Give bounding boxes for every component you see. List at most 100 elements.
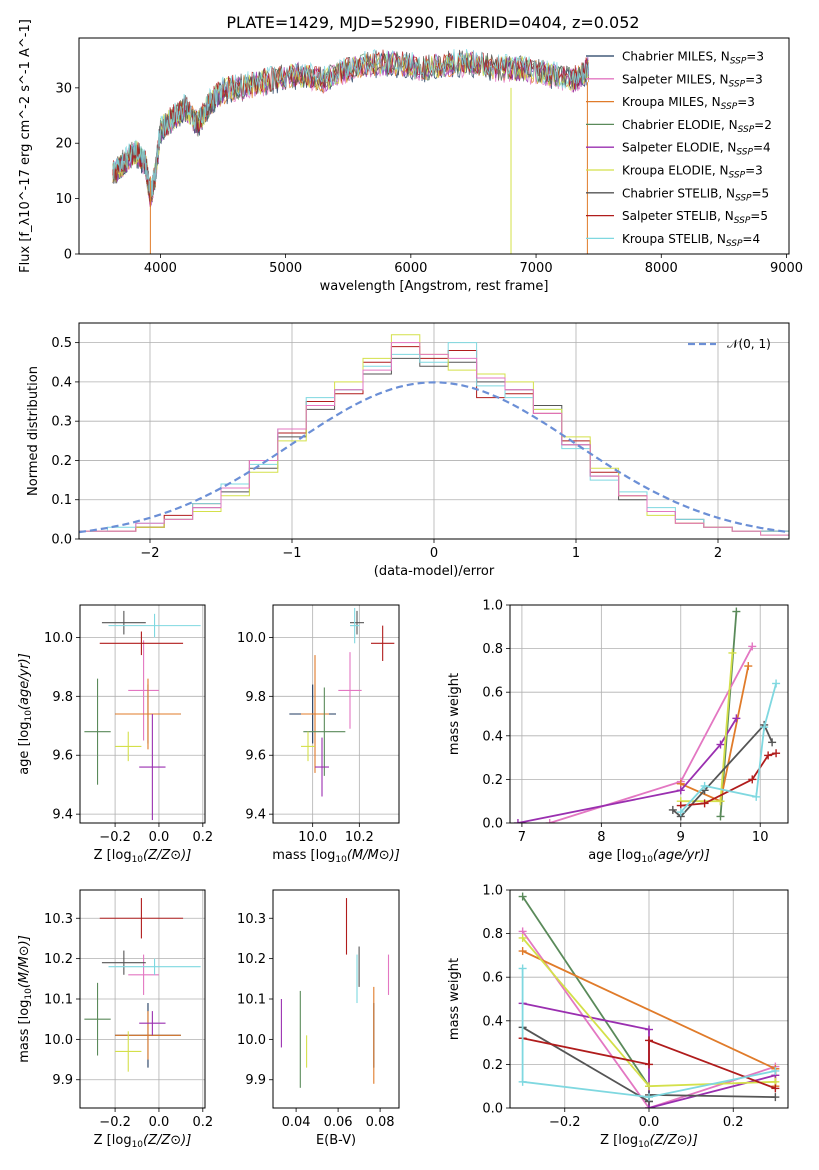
- age-vs-Z-xtick-label: 0.2: [192, 830, 213, 845]
- legend-label: Kroupa MILES, NSSP=3: [622, 95, 755, 112]
- age-vs-Z-ytick-label: 10.0: [44, 631, 73, 646]
- mass-vs-Z-ytick-label: 10.2: [44, 952, 73, 967]
- mass-vs-Z-xtick-label: −0.2: [99, 1115, 131, 1130]
- spectrum-xtick-label: 4000: [144, 261, 177, 276]
- legend-label: 𝒩(0, 1): [727, 337, 771, 351]
- age-vs-mass-ytick-label: 9.8: [245, 690, 266, 705]
- mass-vs-ebv-ytick-label: 10.2: [237, 952, 266, 967]
- spectrum-ytick-label: 10: [55, 192, 72, 207]
- age-vs-Z-ytick-label: 9.4: [52, 808, 73, 823]
- spectrum-series-line: [112, 48, 589, 201]
- spectrum-xtick-label: 8000: [645, 261, 678, 276]
- residuals-ytick-label: 0.3: [51, 415, 72, 430]
- age-vs-mass-xtick-label: 10.0: [298, 830, 327, 845]
- weight-series-line: [719, 611, 738, 817]
- spectrum-ytick-label: 0: [64, 248, 72, 263]
- age-vs-Z-xtick-label: 0.0: [149, 830, 170, 845]
- massweight-vs-Z-frame: [509, 889, 789, 1109]
- age-vs-mass-xtick-label: 10.2: [345, 830, 374, 845]
- mass-vs-Z-ytick-label: 9.9: [52, 1073, 73, 1088]
- age-vs-Z-xtick-label: −0.2: [99, 830, 131, 845]
- age-vs-mass-ytick-label: 9.6: [245, 749, 266, 764]
- spectrum-ytick-label: 20: [55, 137, 72, 152]
- residuals-ytick-label: 0.1: [51, 493, 72, 508]
- massweight-vs-age-ytick-label: 0.8: [482, 642, 503, 657]
- age-vs-mass-xlabel: mass [log10(M/M⊙)]: [272, 848, 400, 865]
- residuals-plot-area: [79, 334, 789, 539]
- legend-label: Chabrier STELIB, NSSP=5: [622, 186, 769, 203]
- residuals-xlabel: (data-model)/error: [374, 564, 495, 579]
- massweight-vs-age-plot-area: [513, 607, 781, 823]
- massweight-vs-Z-ytick-label: 0.4: [482, 1014, 503, 1029]
- figure-title: PLATE=1429, MJD=52990, FIBERID=0404, z=0…: [226, 13, 639, 32]
- mass-vs-ebv-ytick-label: 10.1: [237, 993, 266, 1008]
- massweight-vs-Z-xtick-label: −0.2: [549, 1115, 581, 1130]
- mass-vs-ebv-xlabel: E(B-V): [316, 1133, 356, 1148]
- age-vs-Z-ytick-label: 9.6: [52, 749, 73, 764]
- legend-label: Kroupa STELIB, NSSP=4: [622, 232, 760, 249]
- spectrum-xlabel: wavelength [Angstrom, rest frame]: [320, 279, 549, 294]
- residuals-xtick-label: −1: [282, 546, 301, 561]
- mass-vs-Z-xlabel: Z [log10(Z/Z⊙)]: [94, 1133, 192, 1150]
- massweight-vs-Z-ytick-label: 0.2: [482, 1058, 503, 1073]
- age-vs-mass-frame: [272, 604, 400, 824]
- legend-label: Salpeter ELODIE, NSSP=4: [622, 141, 771, 158]
- legend-label: Salpeter MILES, NSSP=3: [622, 72, 763, 89]
- residuals-ytick-label: 0.4: [51, 375, 72, 390]
- mass-vs-ebv-ytick-label: 10.0: [237, 1033, 266, 1048]
- mass-vs-ebv-ytick-label: 10.3: [237, 912, 266, 927]
- massweight-vs-Z-xtick-label: 0.2: [723, 1115, 744, 1130]
- residuals-ylabel: Normed distribution: [26, 366, 41, 496]
- age-vs-Z-ytick-label: 9.8: [52, 690, 73, 705]
- massweight-vs-Z-ytick-label: 0.8: [482, 927, 503, 942]
- mass-vs-ebv-xtick-label: 0.04: [282, 1115, 311, 1130]
- weight-series-line: [517, 717, 738, 823]
- massweight-vs-age-xlabel: age [log10(age/yr)]: [588, 848, 710, 865]
- massweight-vs-age-xtick-label: 9: [677, 830, 685, 845]
- massweight-vs-Z-ytick-label: 0.0: [482, 1102, 503, 1117]
- massweight-vs-Z-xlabel: Z [log10(Z/Z⊙)]: [600, 1133, 698, 1150]
- histogram-series: [79, 342, 789, 539]
- spectrum-xtick-label: 5000: [269, 261, 302, 276]
- age-vs-Z-xlabel: Z [log10(Z/Z⊙)]: [94, 848, 192, 865]
- massweight-vs-age-frame: [509, 604, 789, 824]
- massweight-vs-Z-ytick-label: 0.6: [482, 971, 503, 986]
- massweight-vs-age-ylabel: mass weight: [447, 673, 462, 755]
- normal-curve: [79, 381, 789, 534]
- massweight-vs-Z-plot-area: [518, 892, 780, 1108]
- mass-vs-Z-ytick-label: 10.0: [44, 1033, 73, 1048]
- mass-vs-Z-frame: [79, 889, 206, 1109]
- mass-vs-Z-ytick-label: 10.3: [44, 912, 73, 927]
- residuals-xtick-label: 0: [430, 546, 438, 561]
- spectrum-ylabel: Flux [f_λ10^-17 erg cm^-2 s^-1 A^-1]: [18, 19, 33, 273]
- legend-label: Chabrier MILES, NSSP=3: [622, 50, 764, 67]
- age-vs-Z-frame: [79, 604, 206, 824]
- weight-series-line: [522, 1002, 776, 1108]
- legend-label: Salpeter STELIB, NSSP=5: [622, 209, 768, 226]
- massweight-vs-age-xtick-label: 7: [518, 830, 526, 845]
- spectrum-xtick-label: 9000: [770, 261, 803, 276]
- weight-series-line: [522, 1037, 776, 1090]
- massweight-vs-age-ytick-label: 0.2: [482, 773, 503, 788]
- residuals-xtick-label: 1: [572, 546, 580, 561]
- spectrum-plot-area: [112, 48, 589, 254]
- age-vs-Z-ylabel: age [log10(age/yr)]: [17, 653, 34, 775]
- mass-vs-ebv-frame: [272, 889, 400, 1109]
- massweight-vs-Z-ylabel: mass weight: [447, 958, 462, 1040]
- mass-vs-ebv-xtick-label: 0.08: [366, 1115, 395, 1130]
- spectrum-ytick-label: 30: [55, 81, 72, 96]
- age-vs-mass-ytick-label: 9.4: [245, 808, 266, 823]
- massweight-vs-age-ytick-label: 0.0: [482, 817, 503, 832]
- mass-vs-ebv-ytick-label: 9.9: [245, 1073, 266, 1088]
- mass-vs-ebv-plot-area: [280, 898, 390, 1088]
- mass-vs-Z-xtick-label: 0.0: [149, 1115, 170, 1130]
- mass-vs-Z-plot-area: [84, 898, 201, 1072]
- age-vs-mass-plot-area: [289, 607, 395, 797]
- spectrum-xtick-label: 7000: [520, 261, 553, 276]
- mass-vs-Z-xtick-label: 0.2: [192, 1115, 213, 1130]
- residuals-ytick-label: 0.2: [51, 454, 72, 469]
- residuals-xtick-label: −2: [140, 546, 159, 561]
- spectrum-frame: [78, 37, 790, 255]
- residuals-ytick-label: 0.0: [51, 533, 72, 548]
